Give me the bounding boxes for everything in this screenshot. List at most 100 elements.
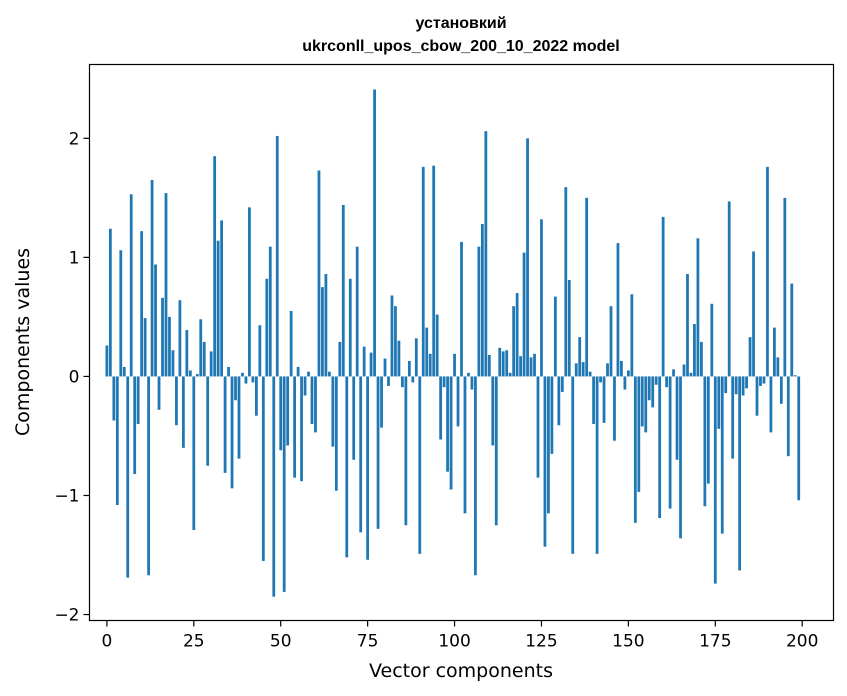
bar-component-5: [122, 366, 126, 377]
bar-component-155: [644, 376, 648, 433]
bar-component-94: [432, 165, 436, 377]
bar-component-183: [741, 376, 745, 396]
bar-component-157: [651, 376, 655, 408]
bar-component-104: [467, 372, 470, 377]
bar-component-151: [630, 294, 634, 377]
bar-component-56: [300, 376, 303, 482]
bar-component-145: [609, 306, 613, 377]
x-axis-ticks: 0 25 50 75 100 125 150 175 200: [101, 620, 818, 652]
bar-component-3: [115, 376, 119, 506]
bar-component-196: [786, 376, 790, 457]
bar-component-90: [418, 376, 422, 554]
bar-component-31: [213, 156, 217, 377]
chart-title-line-1: установкий: [415, 15, 506, 32]
bar-component-66: [334, 376, 338, 491]
bar-component-141: [595, 376, 599, 554]
bar-component-166: [682, 364, 686, 377]
bar-component-2: [112, 376, 116, 421]
bar-component-126: [543, 376, 547, 547]
bar-component-189: [762, 376, 766, 384]
bar-component-123: [533, 353, 536, 377]
bar-component-172: [703, 376, 707, 507]
bar-component-163: [672, 369, 675, 377]
x-tick-label: 50: [270, 632, 292, 652]
bar-component-64: [328, 371, 331, 377]
bar-component-65: [331, 376, 335, 447]
bar-component-188: [759, 376, 762, 386]
bar-component-84: [397, 340, 401, 377]
bar-component-55: [296, 366, 300, 377]
bar-component-98: [446, 376, 449, 472]
x-tick-label: 175: [699, 632, 731, 652]
bar-component-128: [550, 376, 554, 454]
bar-component-121: [526, 138, 529, 377]
bar-component-117: [512, 306, 516, 377]
bar-component-9: [136, 376, 140, 425]
bar-component-168: [689, 372, 693, 377]
bar-component-99: [449, 376, 453, 490]
bar-component-186: [752, 251, 755, 377]
bar-component-81: [387, 376, 390, 386]
bar-component-153: [637, 376, 641, 492]
bar-component-165: [679, 376, 682, 539]
bar-component-178: [724, 376, 728, 394]
bar-component-4: [119, 250, 123, 377]
bar-component-182: [738, 376, 742, 571]
bar-component-44: [258, 325, 262, 377]
bar-component-24: [188, 370, 192, 377]
bar-component-159: [658, 376, 662, 519]
bar-component-132: [564, 187, 568, 377]
bar-component-83: [394, 306, 397, 377]
bar-component-80: [383, 358, 387, 377]
bar-component-110: [487, 355, 491, 377]
x-tick-label: 100: [438, 632, 470, 652]
bar-component-140: [592, 376, 595, 425]
bar-component-87: [407, 360, 411, 377]
bar-component-74: [362, 346, 366, 377]
chart-title-line-2: ukrconll_upos_cbow_200_10_2022 model: [302, 38, 619, 55]
bar-component-115: [505, 350, 509, 377]
bar-component-101: [456, 376, 460, 427]
y-tick-label: 2: [69, 129, 80, 149]
bar-component-127: [547, 376, 550, 514]
bar-component-190: [766, 166, 769, 377]
bar-component-185: [748, 337, 752, 377]
y-axis-ticks: −2 −1 0 1 2: [54, 129, 90, 626]
bar-component-88: [411, 376, 415, 383]
bar-component-139: [588, 371, 592, 377]
bar-component-13: [150, 179, 154, 377]
bar-component-103: [463, 376, 467, 514]
bar-component-177: [720, 376, 724, 534]
bar-component-134: [571, 376, 575, 554]
bar-component-109: [484, 131, 488, 377]
bar-component-53: [289, 310, 293, 377]
bar-component-160: [661, 216, 665, 377]
plot-frame: [88, 63, 835, 622]
bar-component-85: [401, 376, 404, 388]
bar-component-130: [557, 376, 561, 426]
bar-component-167: [686, 274, 689, 377]
bar-component-54: [293, 376, 297, 478]
bar-component-173: [706, 376, 710, 484]
bar-component-192: [773, 327, 776, 377]
bar-component-152: [633, 376, 637, 523]
bar-component-106: [474, 376, 477, 576]
bars-group: [105, 89, 801, 597]
bar-component-71: [352, 376, 356, 460]
bar-component-12: [147, 376, 150, 576]
bar-component-58: [307, 371, 310, 377]
bar-component-11: [143, 318, 147, 377]
bar-component-76: [369, 352, 373, 377]
bar-component-179: [727, 201, 731, 377]
bar-component-119: [519, 356, 522, 377]
bar-component-170: [696, 238, 700, 377]
bar-component-69: [345, 376, 349, 558]
bar-component-41: [248, 207, 251, 377]
bar-component-25: [192, 376, 196, 531]
bar-component-17: [164, 193, 168, 377]
bar-component-57: [303, 376, 307, 396]
bar-component-32: [216, 240, 220, 377]
bar-component-20: [175, 376, 178, 426]
bar-component-158: [654, 376, 658, 385]
